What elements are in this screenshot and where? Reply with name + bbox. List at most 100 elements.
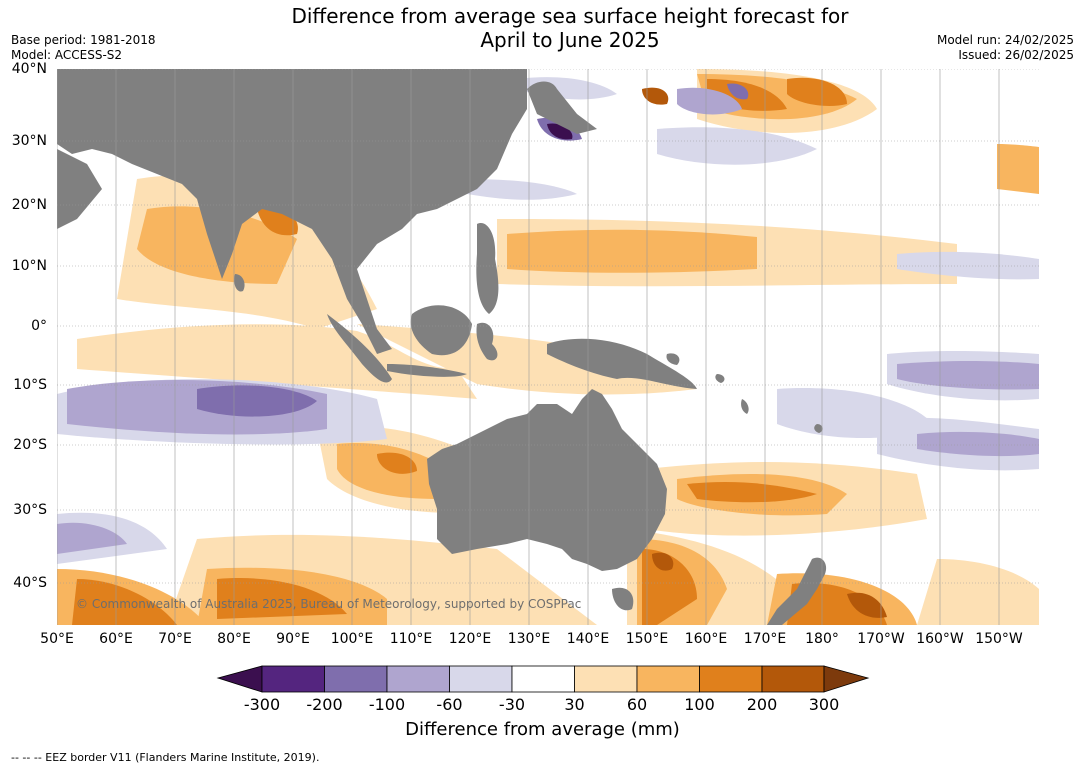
- anomaly-light-purple: [467, 179, 577, 200]
- lat-label-40n: 40°N: [11, 61, 47, 77]
- lon-label-100e: 100°E: [330, 631, 374, 647]
- lat-label-20n: 20°N: [11, 197, 47, 213]
- meta-left: Base period: 1981-2018 Model: ACCESS-S2: [11, 33, 156, 63]
- colorbar-swatch: [449, 665, 513, 693]
- land-masses: [57, 69, 827, 625]
- landmass-taiwan: [466, 174, 476, 191]
- colorbar-tick-label: -60: [436, 695, 462, 714]
- anomaly-dark-purple: [727, 83, 749, 100]
- lon-label-150e: 150°E: [625, 631, 669, 647]
- colorbar-swatch: [511, 665, 575, 693]
- landmass-asia: [57, 69, 527, 354]
- colorbar-arrow-low: [216, 665, 263, 693]
- lon-label-130e: 130°E: [507, 631, 551, 647]
- landmass-island: [741, 399, 749, 414]
- anomaly-dark-orange: [687, 482, 817, 503]
- landmass-borneo: [410, 305, 472, 356]
- landmass-new-zealand: [767, 557, 827, 625]
- graticule-meridians: [57, 69, 1000, 625]
- colorbar-title: Difference from average (mm): [405, 719, 680, 740]
- landmass-tasmania: [612, 587, 634, 611]
- lon-label-70e: 70°E: [158, 631, 192, 647]
- model-name: Model: ACCESS-S2: [11, 48, 123, 62]
- eez-footnote: -- -- -- EEZ border V11 (Flanders Marine…: [11, 751, 320, 764]
- lat-label-30n: 30°N: [11, 133, 47, 149]
- landmass-japan: [527, 81, 597, 134]
- lon-label-80e: 80°E: [217, 631, 251, 647]
- colorbar-tick-label: -100: [369, 695, 405, 714]
- lon-label-180: 180°: [805, 631, 839, 647]
- lon-label-140e: 140°E: [566, 631, 610, 647]
- landmass-sumatra: [327, 314, 392, 383]
- anomaly-dark-orange: [377, 452, 417, 474]
- colorbar-arrow-high: [823, 665, 870, 693]
- colorbar: -300 -200 -100 -60 -30 30 60 100 200 300: [216, 665, 870, 714]
- colorbar-tick-label: -300: [244, 695, 280, 714]
- colorbar-tick-label: -200: [306, 695, 342, 714]
- anomaly-medium-purple: [57, 522, 127, 554]
- anomaly-dark-purple: [197, 385, 317, 417]
- landmass-arabia: [57, 149, 102, 229]
- anomaly-orange: [507, 229, 757, 273]
- anomaly-medium-purple: [677, 87, 742, 115]
- colorbar-tick-label: 200: [747, 695, 778, 714]
- anomaly-medium-purple: [917, 431, 1039, 457]
- anomaly-orange: [997, 144, 1039, 194]
- lon-label-50e: 50°E: [40, 631, 74, 647]
- colorbar-swatch: [761, 665, 825, 693]
- lon-label-90e: 90°E: [276, 631, 310, 647]
- anomaly-brown: [652, 552, 674, 571]
- landmass-java: [387, 364, 467, 377]
- colorbar-tick-label: 60: [627, 695, 647, 714]
- lon-label-150w: 150°W: [975, 631, 1023, 647]
- colorbar-tick-label: -30: [499, 695, 525, 714]
- landmass-island: [814, 424, 823, 433]
- anomaly-light-orange: [917, 559, 1039, 625]
- anomaly-dark-orange: [217, 578, 347, 619]
- title-line-2: April to June 2025: [480, 28, 660, 52]
- lon-label-160w: 160°W: [916, 631, 964, 647]
- colorbar-tick-label: 100: [684, 695, 715, 714]
- meta-right: Model run: 24/02/2025 Issued: 26/02/2025: [937, 33, 1074, 63]
- anomaly-dark-orange: [72, 579, 177, 625]
- anomaly-dark-orange: [642, 549, 697, 625]
- colorbar-swatch: [574, 665, 638, 693]
- landmass-new-guinea: [547, 338, 697, 389]
- lat-label-20s: 20°S: [13, 437, 47, 453]
- anomaly-fields: [57, 69, 1039, 625]
- anomaly-light-purple: [657, 127, 817, 165]
- lat-label-10n: 10°N: [11, 258, 47, 274]
- landmass-philippines: [476, 223, 499, 314]
- landmass-sri-lanka: [234, 274, 245, 292]
- lon-label-120e: 120°E: [448, 631, 492, 647]
- landmass-australia: [427, 389, 667, 571]
- lat-label-10s: 10°S: [13, 377, 47, 393]
- anomaly-medium-purple: [897, 360, 1039, 390]
- lat-label-40s: 40°S: [13, 575, 47, 591]
- anomaly-brown: [642, 87, 669, 105]
- colorbar-swatch: [636, 665, 700, 693]
- lon-label-60e: 60°E: [99, 631, 133, 647]
- colorbar-swatch: [324, 665, 388, 693]
- colorbar-swatch: [699, 665, 763, 693]
- lat-label-eq: 0°: [31, 318, 47, 334]
- anomaly-light-purple: [897, 251, 1039, 280]
- landmass-island: [666, 353, 680, 365]
- base-period: Base period: 1981-2018: [11, 33, 156, 47]
- colorbar-tick-label: 30: [564, 695, 584, 714]
- landmass-sulawesi: [476, 322, 498, 361]
- copyright-notice: © Commonwealth of Australia 2025, Bureau…: [76, 597, 582, 611]
- anomaly-dark-orange: [787, 77, 847, 106]
- lon-label-160e: 160°E: [684, 631, 728, 647]
- lat-label-30s: 30°S: [13, 502, 47, 518]
- colorbar-tick-label: 300: [809, 695, 840, 714]
- lon-label-170w: 170°W: [857, 631, 905, 647]
- anomaly-brown: [847, 592, 887, 618]
- sea-level-map: [57, 69, 1039, 625]
- title-line-1: Difference from average sea surface heig…: [291, 4, 849, 28]
- lon-label-110e: 110°E: [389, 631, 433, 647]
- landmass-island: [715, 374, 725, 383]
- colorbar-swatch: [261, 665, 325, 693]
- issued-date: Issued: 26/02/2025: [958, 48, 1074, 62]
- model-run: Model run: 24/02/2025: [936, 33, 1074, 47]
